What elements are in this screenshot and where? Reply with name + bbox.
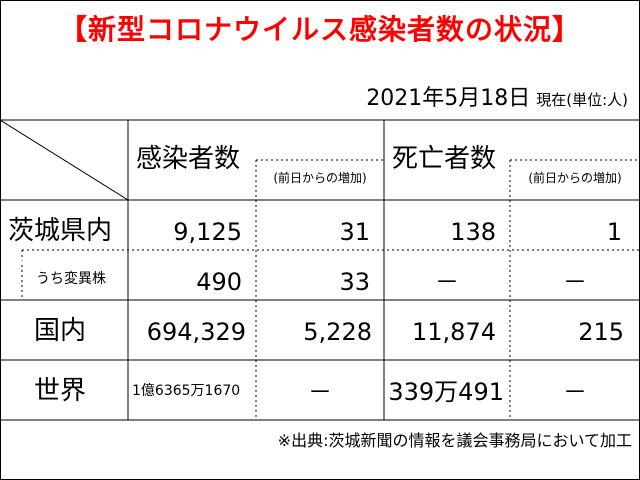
world-infected: 1億6365万1670 <box>132 383 241 399</box>
header-infected: 感染者数 <box>136 144 241 174</box>
japan-deaths-increase: 215 <box>578 318 624 346</box>
row-label-world: 世界 <box>34 376 87 406</box>
header-deaths-increase: (前日からの増加) <box>528 171 622 185</box>
row-label-ibaraki: 茨城県内 <box>8 216 113 246</box>
variant-infected: 490 <box>196 268 242 296</box>
ibaraki-deaths-increase: 1 <box>606 218 622 246</box>
header-deaths: 死亡者数 <box>392 144 497 174</box>
report-date: 2021年5月18日 <box>366 86 531 111</box>
unit-note: 現在(単位:人) <box>536 91 628 109</box>
japan-infected: 694,329 <box>146 318 246 346</box>
row-label-variant: うち変異株 <box>36 271 106 287</box>
world-deaths: 339万491 <box>388 378 504 406</box>
world-deaths-increase: － <box>563 378 587 406</box>
row-label-japan: 国内 <box>34 316 87 346</box>
world-infected-increase: － <box>308 378 332 406</box>
source-note: ※出典:茨城新聞の情報を議会事務局において加工 <box>277 431 632 450</box>
ibaraki-deaths: 138 <box>450 218 496 246</box>
page-title: 【新型コロナウイルス感染者数の状況】 <box>58 13 581 46</box>
date-line: 2021年5月18日 現在(単位:人) <box>366 80 628 112</box>
japan-infected-increase: 5,228 <box>303 318 372 346</box>
ibaraki-infected: 9,125 <box>173 218 242 246</box>
variant-deaths: － <box>435 268 459 296</box>
header-infected-increase: (前日からの増加) <box>273 171 367 185</box>
japan-deaths: 11,874 <box>412 318 496 346</box>
ibaraki-infected-increase: 31 <box>339 218 370 246</box>
variant-deaths-increase: － <box>563 268 587 296</box>
variant-infected-increase: 33 <box>339 268 370 296</box>
